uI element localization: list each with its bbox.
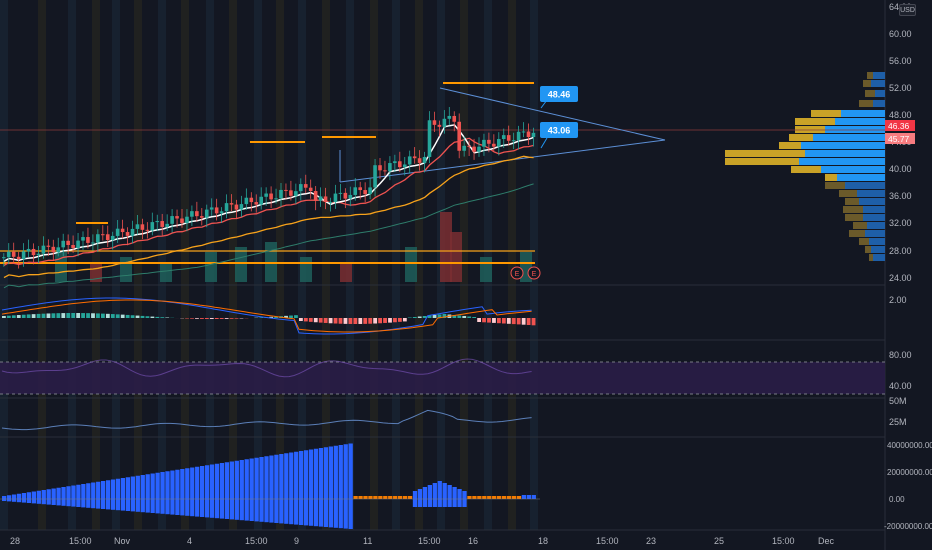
- time-tick: Dec: [818, 536, 835, 546]
- time-tick: 15:00: [69, 536, 92, 546]
- time-tick: 4: [187, 536, 192, 546]
- callout-upper[interactable]: 48.46: [540, 86, 578, 109]
- rsi-tick: 40.00: [889, 381, 912, 391]
- earnings-marker-label: E: [532, 271, 537, 278]
- macd-lines: [1, 297, 532, 335]
- callout-lower-label: 43.06: [548, 126, 571, 136]
- callout-upper-label: 48.46: [548, 90, 571, 100]
- obv-axis[interactable]: 40000000.00 20000000.00 0.00 -20000000.0…: [884, 441, 932, 531]
- time-tick: 15:00: [772, 536, 795, 546]
- time-tick: 16: [468, 536, 478, 546]
- volume-profile: [725, 72, 885, 261]
- time-tick: 15:00: [418, 536, 441, 546]
- price-badge-top-label: 46.36: [888, 121, 910, 131]
- obv-tick: 40000000.00: [887, 441, 932, 450]
- price-tick: 36.00: [889, 191, 912, 201]
- price-tick: 24.00: [889, 273, 912, 283]
- time-tick: 11: [363, 536, 372, 546]
- volume-line: [1, 409, 532, 431]
- earnings-marker-2[interactable]: E: [527, 266, 541, 280]
- macd-histogram: [2, 313, 536, 326]
- earnings-marker-1[interactable]: E: [510, 266, 524, 280]
- time-tick: Nov: [114, 536, 131, 546]
- price-tick: 60.00: [889, 29, 912, 39]
- time-tick: 9: [294, 536, 299, 546]
- time-axis[interactable]: 28 15:00 Nov 4 15:00 9 11 15:00 16 18 15…: [10, 536, 835, 546]
- price-tick: 28.00: [889, 246, 912, 256]
- time-tick: 25: [714, 536, 724, 546]
- obv-tick: -20000000.00: [884, 522, 932, 531]
- time-tick: 28: [10, 536, 20, 546]
- volume-tick: 25M: [889, 417, 907, 427]
- price-tick: 40.00: [889, 164, 912, 174]
- price-tick: 48.00: [889, 110, 912, 120]
- price-badge-top: 46.36: [885, 120, 915, 131]
- obv-histogram: [2, 443, 536, 529]
- obv-tick: 20000000.00: [887, 468, 932, 477]
- rsi-line: [1, 358, 532, 378]
- obv-tick: 0.00: [889, 495, 905, 504]
- currency-badge[interactable]: USD: [899, 4, 916, 16]
- volume-tick: 50M: [889, 396, 907, 406]
- callout-lower[interactable]: 43.06: [540, 122, 578, 149]
- earnings-marker-label: E: [515, 271, 520, 278]
- price-badge-bottom-label: 45.77: [888, 134, 910, 144]
- price-tick: 56.00: [889, 56, 912, 66]
- time-tick: 18: [538, 536, 548, 546]
- time-tick: 15:00: [245, 536, 268, 546]
- candlesticks: [2, 107, 536, 269]
- price-tick: 52.00: [889, 83, 912, 93]
- rsi-tick: 80.00: [889, 350, 912, 360]
- macd-tick: 2.00: [889, 295, 907, 305]
- time-tick: 15:00: [596, 536, 619, 546]
- price-badge-bottom: 45.77: [885, 133, 915, 144]
- time-tick: 23: [646, 536, 656, 546]
- rsi-band: [0, 361, 885, 395]
- price-tick: 32.00: [889, 218, 912, 228]
